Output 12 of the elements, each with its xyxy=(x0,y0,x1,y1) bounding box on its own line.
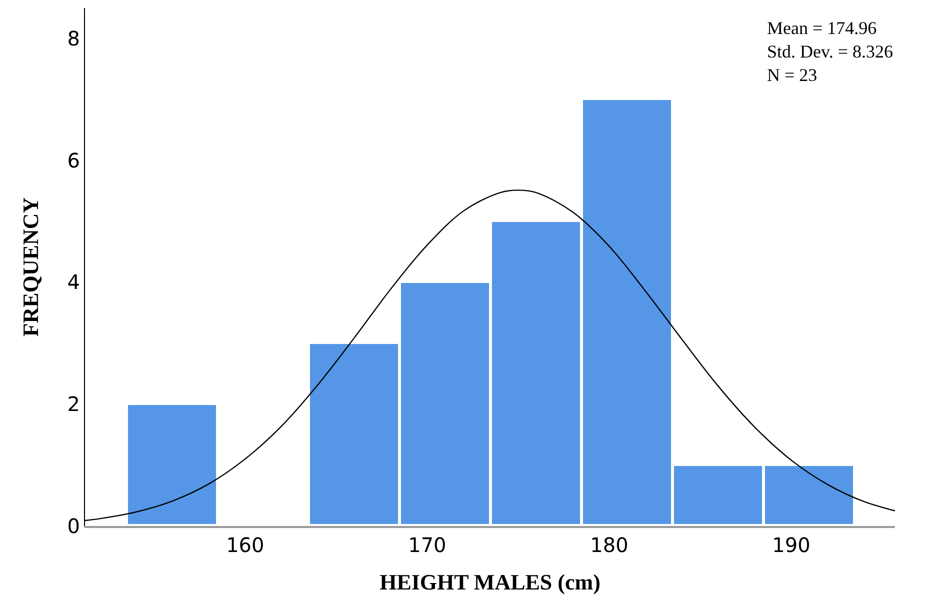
y-axis-title: FREQUENCY xyxy=(18,197,44,337)
annotation: Mean = 174.96 Std. Dev. = 8.326 N = 23 xyxy=(767,18,893,85)
y-tick-label: 0 xyxy=(67,514,80,538)
x-tick-label: 160 xyxy=(226,533,264,557)
x-tick-label: 180 xyxy=(590,533,628,557)
y-tick-label: 2 xyxy=(67,392,80,416)
x-tick-label: 170 xyxy=(408,533,446,557)
y-tick-label: 6 xyxy=(67,148,80,172)
x-tick-label: 190 xyxy=(772,533,810,557)
x-axis-title: HEIGHT MALES (cm) xyxy=(380,569,600,594)
y-tick-label: 8 xyxy=(67,26,80,50)
y-tick-label: 4 xyxy=(67,270,80,294)
